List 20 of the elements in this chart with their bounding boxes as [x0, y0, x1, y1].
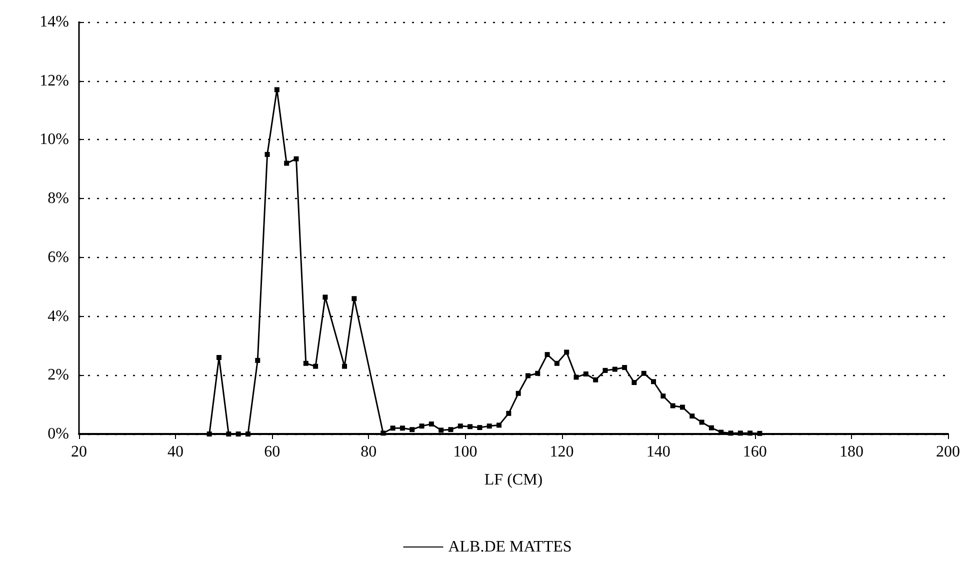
y-tick-label: 10% [40, 131, 69, 148]
x-tick-label: 80 [360, 444, 377, 460]
x-tick-label: 100 [453, 444, 478, 460]
y-tick-label: 12% [40, 72, 69, 90]
y-tick-label: 2% [48, 366, 69, 384]
x-tick-label: 40 [168, 444, 184, 460]
y-tick-label: 4% [48, 308, 69, 325]
x-axis-title: LF (CM) [484, 472, 543, 488]
x-tick-label: 120 [550, 444, 574, 460]
y-tick-label: 0% [48, 426, 69, 442]
x-tick-label: 200 [936, 444, 960, 460]
x-tick-label: 60 [264, 444, 280, 460]
x-tick-label: 20 [71, 444, 87, 460]
y-tick-label: 6% [48, 248, 69, 266]
x-tick-label: 180 [839, 444, 864, 460]
legend-label: ALB.DE MATTES [448, 538, 572, 556]
x-tick-label: 160 [742, 444, 767, 460]
y-tick-label: 8% [48, 190, 69, 208]
y-tick-label: 14% [40, 14, 69, 30]
x-tick-label: 140 [646, 444, 670, 460]
